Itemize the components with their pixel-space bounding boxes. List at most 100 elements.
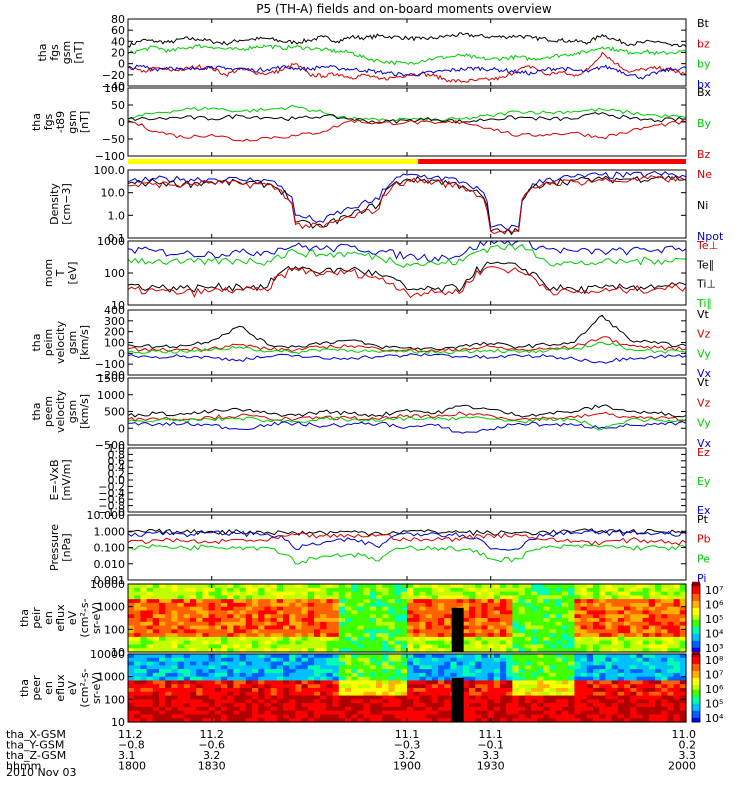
spectrogram-cell xyxy=(555,688,563,693)
spectrogram-cell xyxy=(562,633,569,638)
spectrogram-cell xyxy=(221,644,228,649)
y-axis-label: tha xyxy=(30,113,43,131)
spectrogram-cell xyxy=(469,633,476,638)
spectrogram-cell xyxy=(586,636,594,642)
spectrogram-cell xyxy=(611,618,619,623)
spectrogram-cell xyxy=(543,680,551,685)
spectrogram-cell xyxy=(376,654,383,659)
spectrogram-cell xyxy=(388,599,396,604)
spectrogram-cell xyxy=(264,665,272,670)
spectrogram-cell xyxy=(177,676,185,682)
spectrogram-cell xyxy=(500,657,507,663)
spectrogram-cell xyxy=(320,695,327,700)
y-axis-label: gsm xyxy=(66,400,79,423)
spectrogram-cell xyxy=(574,695,582,700)
spectrogram-cell xyxy=(196,584,203,589)
y-axis-label: [cm−3] xyxy=(60,183,73,225)
spectrogram-cell xyxy=(518,636,526,642)
spectrogram-cell xyxy=(301,644,309,649)
spectrogram-cell xyxy=(531,633,538,638)
spectrogram-cell xyxy=(487,669,495,674)
spectrogram-cell xyxy=(301,595,309,600)
spectrogram-cell xyxy=(655,665,662,670)
spectrogram-cell xyxy=(338,676,346,682)
spectrogram-cell xyxy=(661,636,668,642)
spectrogram-cell xyxy=(190,669,197,674)
spectrogram-cell xyxy=(307,714,315,719)
spectrogram-cell xyxy=(518,680,526,685)
spectrogram-cell xyxy=(214,657,222,663)
spectrogram-cell xyxy=(245,644,253,649)
spectrogram-cell xyxy=(475,625,482,630)
colorbar-frame xyxy=(691,653,701,723)
spectrogram-cell xyxy=(661,618,668,623)
spectrogram-cell xyxy=(531,691,538,697)
x-axis-row-value: 2000 xyxy=(668,760,696,773)
spectrogram-cell xyxy=(648,614,656,619)
spectrogram-cell xyxy=(382,661,389,666)
spectrogram-cell xyxy=(301,610,309,615)
spectrogram-cell xyxy=(239,629,247,634)
colorbar-segment xyxy=(692,663,700,667)
spectrogram-cell xyxy=(475,591,482,596)
spectrogram-cell xyxy=(444,610,451,615)
spectrogram-cell xyxy=(332,633,340,638)
spectrogram-cell xyxy=(345,633,352,638)
spectrogram-cell xyxy=(177,602,185,608)
spectrogram-cell xyxy=(537,714,544,719)
spectrogram-cell xyxy=(425,688,433,693)
spectrogram-cell xyxy=(500,714,507,719)
spectrogram-cell xyxy=(524,703,532,708)
spectrogram-cell xyxy=(438,591,445,596)
spectrogram-cell xyxy=(252,584,259,589)
spectrogram-cell xyxy=(332,718,340,723)
spectrogram-cell xyxy=(555,714,563,719)
spectrogram-cell xyxy=(394,644,402,649)
y-tick-label: 1.0 xyxy=(108,442,126,455)
spectrogram-cell xyxy=(134,591,141,596)
spectrogram-cell xyxy=(400,625,408,630)
spectrogram-cell xyxy=(444,602,451,608)
spectrogram-cell xyxy=(605,595,613,600)
spectrogram-cell xyxy=(264,710,272,716)
spectrogram-cell xyxy=(363,591,371,596)
spectrogram-cell xyxy=(425,606,433,612)
spectrogram-cell xyxy=(159,661,166,666)
spectrogram-cell xyxy=(469,629,476,634)
spectrogram-cell xyxy=(580,672,588,678)
spectrogram-cell xyxy=(469,695,476,700)
spectrogram-cell xyxy=(400,633,408,638)
spectrogram-cell xyxy=(320,606,327,612)
spectrogram-cell xyxy=(524,591,532,596)
spectrogram-cell xyxy=(369,703,377,708)
spectrogram-cell xyxy=(394,684,402,689)
spectrogram-cell xyxy=(152,676,160,682)
spectrogram-cell xyxy=(307,703,315,708)
spectrogram-cell xyxy=(611,680,619,685)
spectrogram-cell xyxy=(258,714,265,719)
spectrogram-cell xyxy=(667,636,675,642)
spectrogram-cell xyxy=(152,691,160,697)
spectrogram-cell xyxy=(562,654,569,659)
y-tick-label: 300 xyxy=(104,315,125,328)
spectrogram-cell xyxy=(655,695,662,700)
spectrogram-cell xyxy=(611,587,619,593)
spectrogram-cell xyxy=(679,665,687,670)
spectrogram-cell xyxy=(586,606,594,612)
colorbar-segment xyxy=(692,621,700,625)
spectrogram-cell xyxy=(537,669,544,674)
spectrogram-cell xyxy=(543,665,551,670)
spectrogram-cell xyxy=(326,648,334,653)
spectrogram-cell xyxy=(227,629,234,634)
spectrogram-cell xyxy=(171,657,179,663)
spectrogram-cell xyxy=(667,614,675,619)
spectrogram-cell xyxy=(233,710,241,716)
spectrogram-cell xyxy=(283,661,290,666)
spectrogram-cell xyxy=(524,640,532,646)
spectrogram-cell xyxy=(679,584,687,589)
spectrogram-cell xyxy=(214,595,222,600)
spectrogram-cell xyxy=(400,584,408,589)
spectrogram-cell xyxy=(382,688,389,693)
